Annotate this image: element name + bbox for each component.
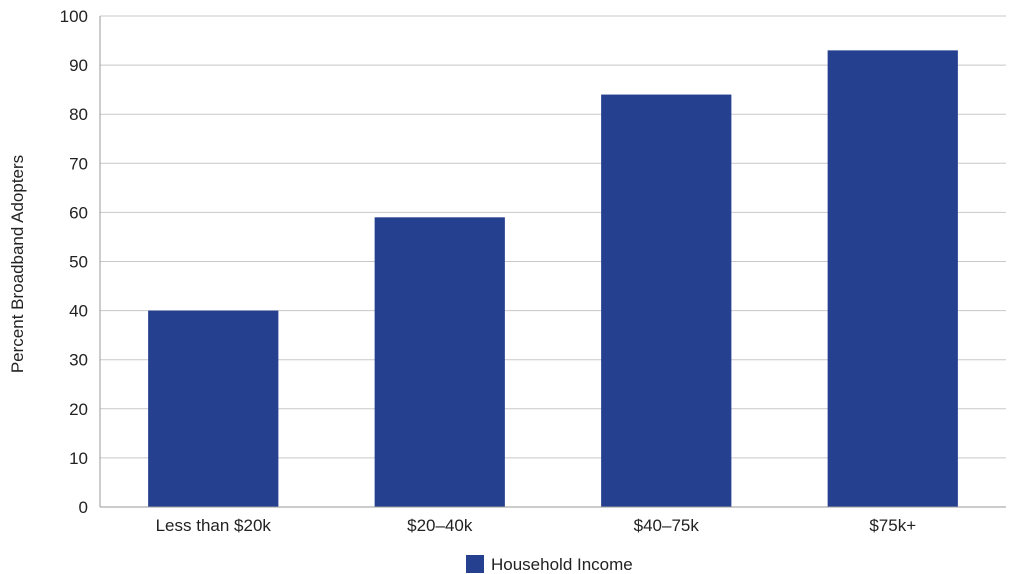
bars — [148, 50, 958, 508]
bar — [827, 50, 958, 508]
y-tick-label: 40 — [69, 302, 88, 321]
y-tick-label: 20 — [69, 400, 88, 419]
bar — [148, 310, 279, 507]
bar — [374, 217, 505, 507]
y-tick-label: 80 — [69, 105, 88, 124]
x-tick-label: Less than $20k — [156, 516, 272, 535]
axes — [99, 16, 1006, 508]
bar — [601, 94, 732, 507]
y-tick-label: 50 — [69, 253, 88, 272]
y-tick-label: 60 — [69, 203, 88, 222]
legend-label: Household Income — [491, 555, 633, 574]
y-tick-label: 100 — [60, 7, 88, 26]
x-tick-label: $75k+ — [869, 516, 916, 535]
x-tick-label: $20–40k — [407, 516, 473, 535]
legend-swatch — [466, 555, 484, 573]
y-tick-label: 30 — [69, 351, 88, 370]
legend: Household Income — [466, 555, 633, 574]
y-tick-labels: 0 10 20 30 40 50 60 70 80 90 100 — [60, 7, 88, 517]
y-tick-label: 0 — [79, 498, 88, 517]
y-tick-label: 90 — [69, 56, 88, 75]
y-tick-label: 10 — [69, 449, 88, 468]
y-axis-title: Percent Broadband Adopters — [8, 155, 27, 373]
y-tick-label: 70 — [69, 154, 88, 173]
x-tick-label: $40–75k — [634, 516, 700, 535]
x-tick-labels: Less than $20k $20–40k $40–75k $75k+ — [156, 516, 917, 535]
